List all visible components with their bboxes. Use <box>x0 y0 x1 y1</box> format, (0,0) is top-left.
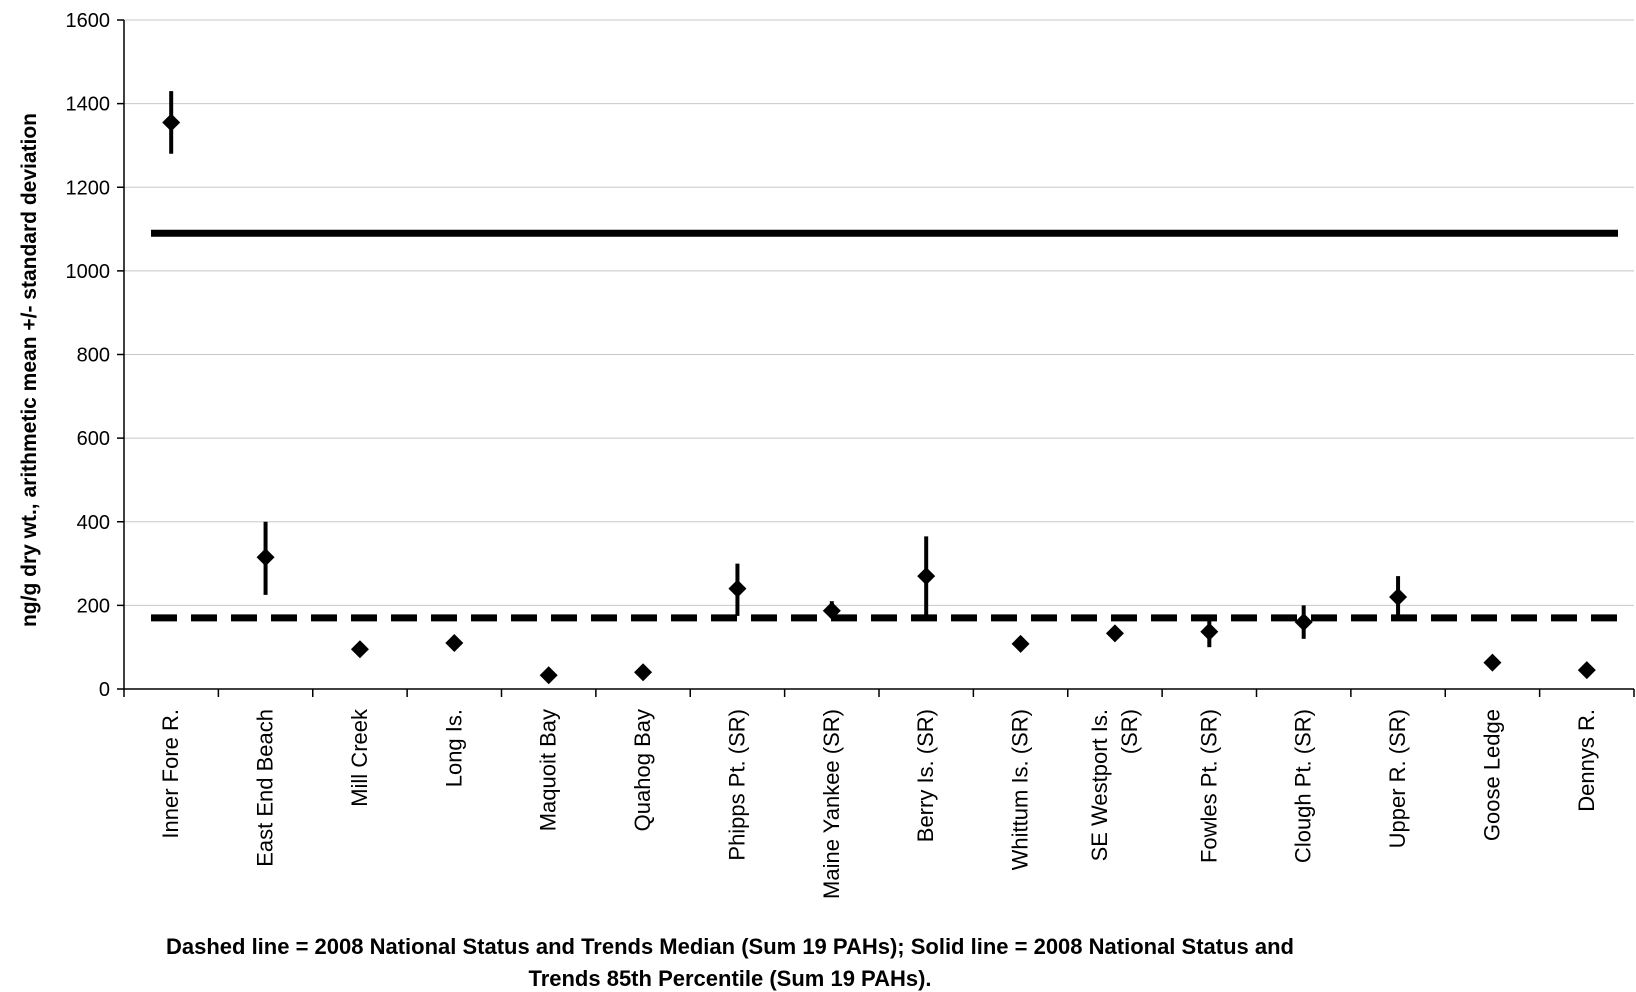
y-tick-label: 1600 <box>66 10 111 32</box>
x-tick-label: Dennys R. <box>1574 709 1599 812</box>
y-tick-labels: 0 200 400 600 800 1000 1200 1400 1600 <box>66 10 111 701</box>
x-tick-label: Quahog Bay <box>630 709 655 831</box>
x-tick-label: Berry Is. (SR) <box>913 709 938 842</box>
data-point <box>1483 653 1502 672</box>
x-tick-label: Goose Ledge <box>1479 709 1504 841</box>
data-point <box>539 666 558 685</box>
y-tick-label: 1200 <box>66 177 111 199</box>
caption-line-1: Dashed line = 2008 National Status and T… <box>165 934 1294 959</box>
x-tick-label: Maquoit Bay <box>536 709 561 831</box>
x-tick-label: Inner Fore R. <box>158 709 183 839</box>
data-point <box>1200 622 1219 641</box>
data-point <box>1105 624 1124 643</box>
y-tick-label: 1000 <box>66 261 111 283</box>
y-tick-label: 600 <box>77 428 110 450</box>
caption-line-2: Trends 85th Percentile (Sum 19 PAHs). <box>528 966 932 991</box>
x-tick-label: Whittum Is. (SR) <box>1008 709 1033 870</box>
y-tick-label: 800 <box>77 345 110 367</box>
x-tick-label: Maine Yankee (SR) <box>819 709 844 899</box>
x-tick-label: Long Is. <box>441 709 466 787</box>
x-tick-label: Upper R. (SR) <box>1385 709 1410 848</box>
data-point <box>1011 634 1030 653</box>
data-point <box>1389 588 1408 607</box>
y-axis-label: ng/g dry wt., arithmetic mean +/- standa… <box>18 113 41 627</box>
x-tick-label: Clough Pt. (SR) <box>1291 709 1316 863</box>
axes <box>117 19 1635 697</box>
x-tick-label: (SR) <box>1117 709 1142 754</box>
y-tick-label: 1400 <box>66 94 111 116</box>
y-tick-label: 400 <box>77 512 110 534</box>
data-point <box>162 113 181 132</box>
x-tick-label: Mill Creek <box>347 708 372 807</box>
x-tick-label: SE Westport Is. <box>1087 709 1112 861</box>
x-tick-label: Phipps Pt. (SR) <box>724 709 749 861</box>
y-tick-label: 200 <box>77 595 110 617</box>
reference-lines <box>151 229 1618 622</box>
x-tick-label: Fowles Pt. (SR) <box>1196 709 1221 863</box>
x-tick-labels: Inner Fore R. East End Beach Mill Creek Lon… <box>158 708 1599 899</box>
x-tick-label: East End Beach <box>253 709 278 867</box>
y-tick-label: 0 <box>99 679 110 701</box>
data-point <box>634 663 653 682</box>
data-point <box>256 548 275 567</box>
data-point <box>445 634 464 653</box>
data-points <box>162 91 1596 685</box>
pah-chart: 0 200 400 600 800 1000 1200 1400 1600 Inner Fore… <box>18 10 1635 899</box>
data-point <box>1294 613 1313 632</box>
data-point <box>350 640 369 659</box>
data-point <box>728 579 747 598</box>
gridlines <box>124 19 1634 606</box>
data-point <box>917 567 936 586</box>
data-point <box>822 601 841 620</box>
data-point <box>1577 661 1596 680</box>
